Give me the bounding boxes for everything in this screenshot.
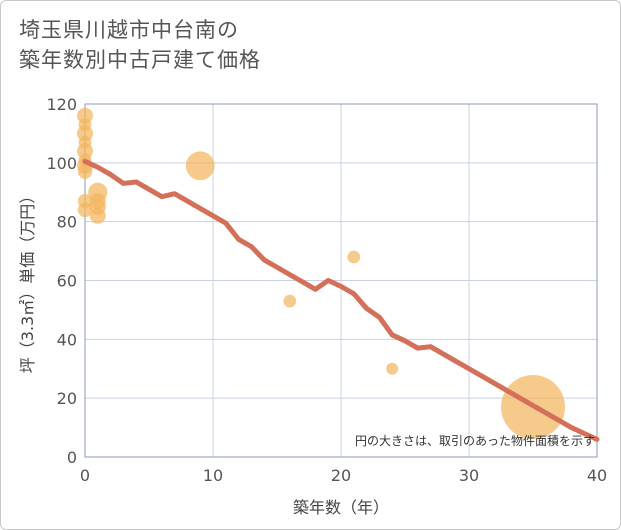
size-annotation: 円の大きさは、取引のあった物件面積を示す xyxy=(355,433,595,448)
x-tick-label: 30 xyxy=(459,466,479,485)
data-point xyxy=(347,250,361,264)
x-tick-label: 20 xyxy=(331,466,351,485)
x-tick-label: 10 xyxy=(203,466,223,485)
x-axis-ticks: 0 10 20 30 40 xyxy=(80,466,607,485)
trend-line xyxy=(82,158,600,442)
chart-title-line-2: 築年数別中古戸建て価格 xyxy=(19,48,261,72)
bubble-series xyxy=(77,107,565,439)
data-point xyxy=(77,164,93,179)
y-axis-label: 坪（3.3㎡）単価（万円） xyxy=(18,188,37,373)
data-point xyxy=(77,202,93,218)
grid-lines xyxy=(85,104,597,457)
chart-title-line-1: 埼玉県川越市中台南の xyxy=(19,18,239,42)
y-tick-label: 100 xyxy=(46,154,77,173)
data-point xyxy=(185,151,215,181)
y-tick-label: 120 xyxy=(46,95,77,114)
x-tick-label: 40 xyxy=(587,466,607,485)
chart-title: 埼玉県川越市中台南の 築年数別中古戸建て価格 xyxy=(19,15,261,75)
data-point xyxy=(89,207,106,224)
y-tick-label: 20 xyxy=(57,389,77,408)
y-tick-label: 40 xyxy=(57,330,77,349)
trend-series xyxy=(82,158,600,442)
data-point xyxy=(283,294,297,308)
y-axis-ticks: 0 20 40 60 80 100 120 xyxy=(46,95,77,467)
x-tick-label: 0 xyxy=(80,466,90,485)
y-tick-label: 80 xyxy=(57,213,77,232)
plot-area-border xyxy=(84,103,598,458)
y-tick-label: 0 xyxy=(67,448,77,467)
x-axis-label: 築年数（年） xyxy=(293,498,389,517)
y-tick-label: 60 xyxy=(57,272,77,291)
data-point xyxy=(386,362,399,375)
